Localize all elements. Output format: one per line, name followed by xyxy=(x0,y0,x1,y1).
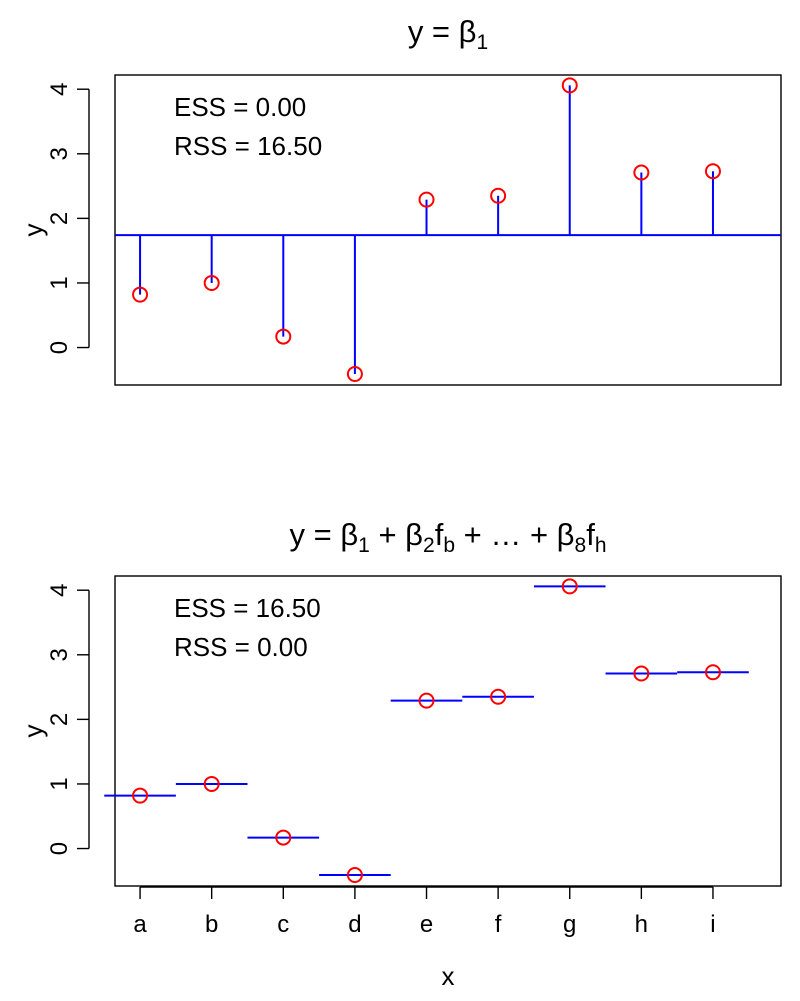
y-axis-label: y xyxy=(18,725,48,738)
title-part: f xyxy=(435,517,444,552)
title-part: b xyxy=(443,534,455,557)
data-point xyxy=(633,665,650,682)
data-point xyxy=(418,692,435,709)
y-tick-label: 3 xyxy=(46,648,73,661)
title-part: 2 xyxy=(423,534,435,557)
data-point xyxy=(203,274,220,291)
data-point xyxy=(132,286,149,303)
y-axis: 0 1 2 3 4 xyxy=(46,83,90,354)
y-tick-label: 3 xyxy=(46,147,73,160)
y-tick-label: 1 xyxy=(46,276,73,289)
rss-annotation: RSS = 0.00 xyxy=(174,632,308,662)
data-point xyxy=(704,163,721,180)
data-point xyxy=(275,829,292,846)
data-point xyxy=(490,688,507,705)
y-tick-label: 2 xyxy=(46,212,73,225)
data-point xyxy=(490,187,507,204)
data-point xyxy=(346,867,363,884)
title-part: + … + β xyxy=(455,517,575,552)
data-point xyxy=(132,787,149,804)
plot-frame xyxy=(114,74,782,386)
chart-title: y = β1 xyxy=(408,14,488,54)
x-tick-label: e xyxy=(420,911,433,938)
ess-annotation: ESS = 16.50 xyxy=(174,593,321,623)
data-point xyxy=(561,578,578,595)
x-axis: a b c d e f g h i xyxy=(133,886,716,938)
x-tick-label: f xyxy=(495,911,502,938)
title-part: 8 xyxy=(575,534,587,557)
x-tick-label: b xyxy=(205,911,218,938)
data-point xyxy=(346,366,363,383)
y-axis-label: y xyxy=(18,224,48,237)
title-subscript: 1 xyxy=(476,31,488,54)
y-tick-label: 4 xyxy=(46,584,73,597)
title-part: + β xyxy=(370,517,423,552)
data-point xyxy=(275,328,292,345)
data-point xyxy=(203,775,220,792)
x-tick-label: h xyxy=(635,911,648,938)
fit-series xyxy=(115,85,781,375)
y-tick-label: 0 xyxy=(46,341,73,354)
title-part: y = β xyxy=(289,517,358,552)
data-point xyxy=(704,664,721,681)
title-part: h xyxy=(595,534,607,557)
title-part: f xyxy=(586,517,595,552)
data-points xyxy=(132,578,721,884)
y-tick-label: 2 xyxy=(46,713,73,726)
y-axis: 0 1 2 3 4 xyxy=(46,584,90,855)
x-tick-label: i xyxy=(710,911,715,938)
data-point xyxy=(561,77,578,94)
title-part: 1 xyxy=(358,534,370,557)
data-points xyxy=(132,77,721,383)
y-tick-label: 1 xyxy=(46,777,73,790)
x-tick-label: c xyxy=(277,911,289,938)
y-tick-label: 0 xyxy=(46,842,73,855)
title-base: y = β xyxy=(408,14,477,49)
chart-title: y = β1 + β2fb + … + β8fh xyxy=(289,517,606,557)
x-axis-label: x xyxy=(442,961,455,991)
x-tick-label: g xyxy=(563,911,576,938)
plot-frame xyxy=(114,575,782,887)
data-point xyxy=(418,191,435,208)
x-tick-label: d xyxy=(348,911,361,938)
rss-annotation: RSS = 16.50 xyxy=(174,131,322,161)
x-tick-label: a xyxy=(133,911,147,938)
data-point xyxy=(633,164,650,181)
y-tick-label: 4 xyxy=(46,83,73,96)
fit-series xyxy=(104,585,749,877)
ess-annotation: ESS = 0.00 xyxy=(174,92,306,122)
